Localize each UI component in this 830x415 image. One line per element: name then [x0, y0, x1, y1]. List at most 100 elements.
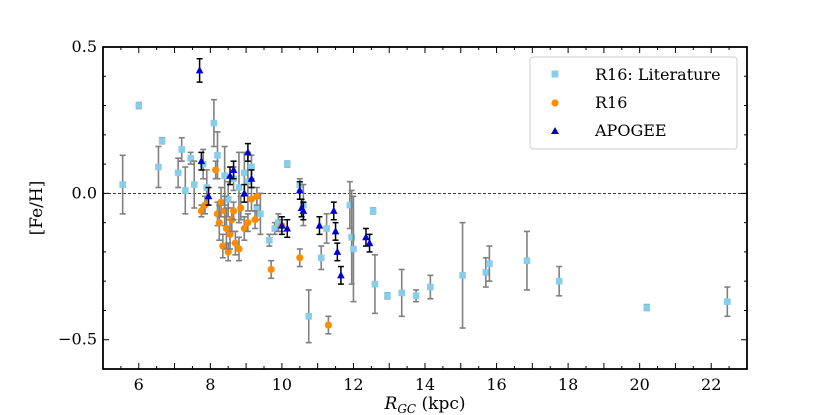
- point-apogee: [283, 224, 292, 232]
- point-r16-literature: [348, 233, 355, 241]
- point-r16: [201, 201, 209, 209]
- point-r16-literature: [412, 292, 420, 300]
- point-r16-literature: [253, 204, 261, 212]
- legend-marker-apogee: [551, 127, 559, 134]
- point-r16-literature: [257, 210, 264, 218]
- point-r16: [226, 230, 234, 238]
- point-r16: [240, 224, 248, 233]
- x-tick-label: 10: [272, 375, 292, 394]
- point-r16-literature: [266, 236, 273, 244]
- point-r16: [219, 242, 227, 250]
- point-r16-literature: [323, 225, 330, 232]
- x-axis: 6 8 10 12 14 16 18 20 22: [102, 47, 748, 394]
- point-r16: [267, 265, 275, 274]
- x-tick-label: 12: [343, 375, 363, 394]
- legend-box: [529, 56, 738, 150]
- point-r16-literature: [224, 195, 232, 203]
- legend: R16: Literature R16 APOGEE: [529, 56, 738, 150]
- point-r16-literature: [181, 187, 189, 194]
- point-r16-literature: [346, 201, 354, 209]
- point-r16-literature: [305, 313, 313, 320]
- point-r16-literature: [155, 163, 162, 171]
- plot-frame: [102, 46, 748, 370]
- point-apogee: [365, 238, 374, 247]
- point-r16-literature: [317, 254, 325, 262]
- y-tick-label: 0.5: [72, 37, 97, 56]
- point-r16-literature: [241, 169, 248, 177]
- point-apogee: [333, 247, 342, 255]
- point-r16-literature: [427, 283, 434, 291]
- point-r16: [253, 192, 261, 200]
- point-r16: [217, 198, 225, 206]
- point-r16: [197, 207, 205, 215]
- point-r16-literature: [482, 269, 490, 276]
- x-axis-title: RGC (kpc): [384, 394, 466, 415]
- y-tick-label: −0.5: [58, 330, 97, 349]
- point-r16-literature: [210, 119, 218, 127]
- point-apogee: [315, 221, 324, 229]
- x-tick-label: 8: [205, 375, 215, 394]
- legend-marker-r16: [551, 99, 559, 107]
- x-axis-title-sub: GC: [397, 402, 416, 415]
- point-r16-literature: [119, 181, 126, 188]
- point-r16: [224, 248, 232, 256]
- point-r16-literature: [178, 146, 186, 153]
- point-r16: [212, 166, 220, 174]
- x-tick-label: 20: [629, 375, 649, 394]
- point-r16-literature: [555, 277, 563, 285]
- point-r16: [324, 321, 332, 329]
- y-axis-title: [Fe/H]: [27, 181, 47, 236]
- x-axis-title-main: R: [384, 394, 398, 414]
- point-r16-literature: [369, 207, 377, 215]
- point-apogee: [295, 186, 304, 194]
- legend-marker-r16-literature: [551, 70, 559, 78]
- x-tick-label: 16: [486, 375, 506, 394]
- point-r16-literature: [486, 260, 493, 267]
- y-axis: 0.5 0.0 −0.5: [58, 37, 747, 370]
- point-r16-literature: [350, 245, 357, 253]
- point-apogee: [226, 171, 234, 179]
- point-apogee: [240, 189, 249, 197]
- point-r16: [251, 216, 259, 224]
- point-r16: [222, 224, 231, 233]
- x-tick-label: 18: [558, 375, 578, 394]
- point-r16-literature: [523, 257, 531, 264]
- x-tick-label: 22: [701, 375, 721, 394]
- point-r16-literature: [384, 292, 391, 300]
- point-r16-literature: [214, 152, 221, 159]
- point-apogee: [197, 156, 206, 165]
- point-r16-literature: [158, 137, 166, 144]
- point-apogee: [244, 148, 252, 156]
- point-r16-literature: [283, 160, 291, 168]
- point-r16-literature: [398, 289, 406, 297]
- point-r16: [229, 207, 238, 215]
- x-tick-label: 6: [134, 375, 144, 394]
- point-r16: [244, 219, 252, 227]
- point-r16-literature: [724, 298, 731, 305]
- point-r16-literature: [271, 225, 279, 232]
- legend-label-r16: R16: [595, 93, 627, 112]
- point-apogee: [329, 206, 338, 214]
- point-apogee: [331, 227, 340, 235]
- legend-label-apogee: APOGEE: [594, 121, 667, 140]
- point-r16: [296, 254, 304, 262]
- point-r16-literature: [135, 102, 143, 109]
- point-r16-literature: [459, 272, 466, 279]
- point-r16: [231, 239, 239, 247]
- point-r16-literature: [643, 304, 651, 311]
- y-tick-label: 0.0: [72, 183, 97, 202]
- point-r16-literature: [190, 181, 198, 188]
- point-apogee: [362, 232, 370, 241]
- point-r16: [247, 195, 256, 203]
- x-axis-title-unit: (kpc): [416, 394, 465, 414]
- point-apogee: [278, 221, 286, 229]
- point-r16-literature: [187, 154, 194, 162]
- point-r16-literature: [221, 172, 228, 180]
- point-r16-literature: [371, 280, 379, 288]
- point-apogee: [337, 271, 345, 279]
- data-marks: [119, 57, 731, 344]
- point-apogee: [247, 174, 256, 182]
- x-tick-label: 14: [415, 375, 435, 394]
- point-apogee: [299, 206, 308, 214]
